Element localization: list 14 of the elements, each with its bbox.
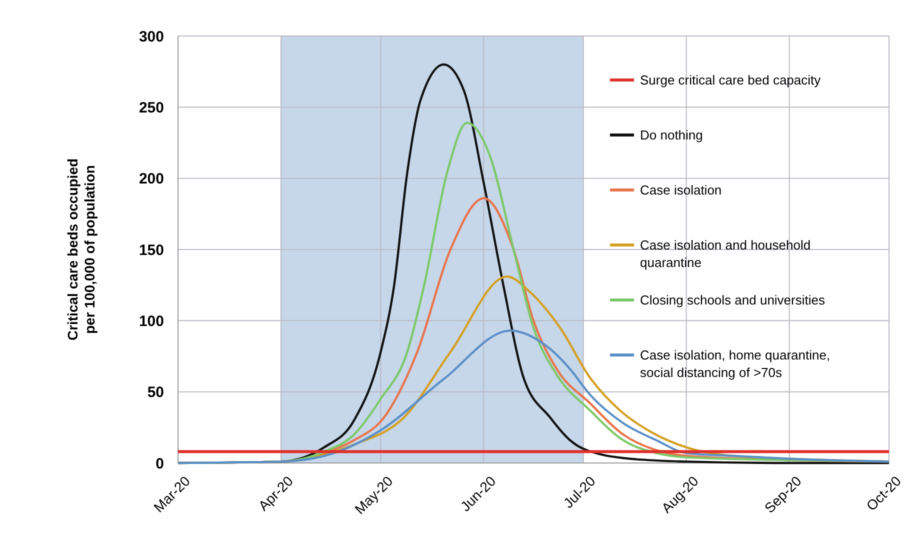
y-tick-label: 300 [138, 28, 164, 46]
y-tick-label: 200 [138, 170, 164, 188]
y-axis-title: Critical care beds occupied per 100,000 of population [64, 158, 98, 341]
legend-label: Closing schools and universities [640, 292, 826, 308]
y-tick-label: 150 [138, 242, 164, 259]
legend-label: Do nothing [640, 128, 703, 143]
y-tick-label: 100 [138, 312, 164, 330]
legend-label: Case isolation and household quarantine [640, 238, 811, 270]
y-tick-label: 0 [156, 455, 164, 472]
y-tick-label: 250 [138, 99, 164, 116]
y-tick-label: 50 [147, 384, 164, 402]
legend-label: Surge critical care bed capacity [640, 72, 822, 88]
legend-label: Case isolation, home quarantine, social distancing of >70s [640, 348, 830, 380]
legend-label: Case isolation [640, 182, 722, 198]
